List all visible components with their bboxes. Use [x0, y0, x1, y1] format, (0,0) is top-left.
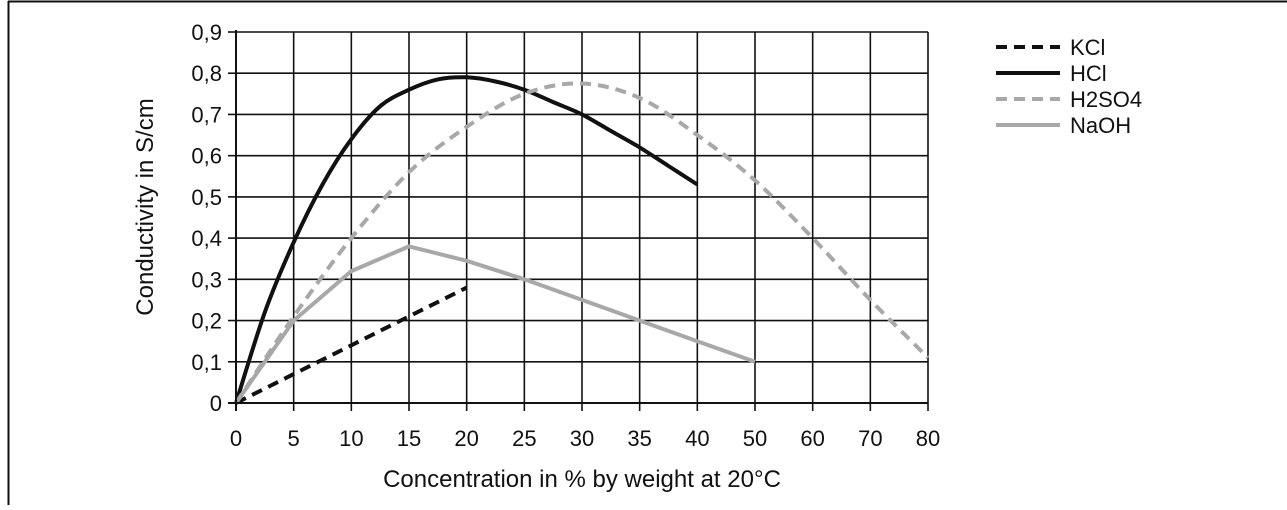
- x-tick-label: 25: [512, 426, 536, 451]
- y-tick-label: 0,5: [191, 185, 222, 210]
- x-tick-label: 10: [339, 426, 363, 451]
- y-axis-label: Conductivity in S/cm: [132, 98, 159, 315]
- series-line-hcl: [234, 75, 699, 404]
- x-tick-label: 60: [800, 426, 824, 451]
- x-axis-label: Concentration in % by weight at 20°C: [383, 466, 781, 493]
- legend-label-naoh: NaOH: [1070, 113, 1131, 138]
- series-line-kcl: [235, 285, 468, 405]
- x-tick-label: 15: [397, 426, 421, 451]
- series-layer: [234, 75, 930, 405]
- x-tick-label: 5: [288, 426, 300, 451]
- y-tick-label: 0,7: [191, 102, 222, 127]
- x-tick-label: 35: [627, 426, 651, 451]
- legend-label-h2so4: H2SO4: [1070, 87, 1142, 112]
- series-line-naoh: [234, 244, 756, 405]
- y-tick-label: 0,1: [191, 350, 222, 375]
- tick-labels: 0 5 10 15 20 25 30 35 40 50 60 70 80 0 0,1 0,2 0,3 0,4 0,5…: [191, 20, 940, 451]
- y-tick-label: 0,4: [191, 226, 222, 251]
- y-tick-label: 0,2: [191, 309, 222, 334]
- axes: [228, 30, 929, 411]
- y-tick-label: 0,8: [191, 61, 222, 86]
- y-tick-label: 0,9: [191, 20, 222, 45]
- legend-label-hcl: HCl: [1070, 61, 1107, 86]
- y-tick-label: 0,6: [191, 144, 222, 169]
- x-tick-label: 80: [916, 426, 940, 451]
- x-tick-label: 40: [685, 426, 709, 451]
- x-tick-label: 20: [454, 426, 478, 451]
- x-tick-label: 50: [743, 426, 767, 451]
- grid: [235, 31, 929, 404]
- y-tick-label: 0: [210, 391, 222, 416]
- x-tick-label: 30: [570, 426, 594, 451]
- legend-label-kcl: KCl: [1070, 35, 1105, 60]
- x-tick-label: 0: [230, 426, 242, 451]
- series-line-h2so4: [234, 81, 930, 405]
- x-tick-label: 70: [858, 426, 882, 451]
- y-tick-label: 0,3: [191, 267, 222, 292]
